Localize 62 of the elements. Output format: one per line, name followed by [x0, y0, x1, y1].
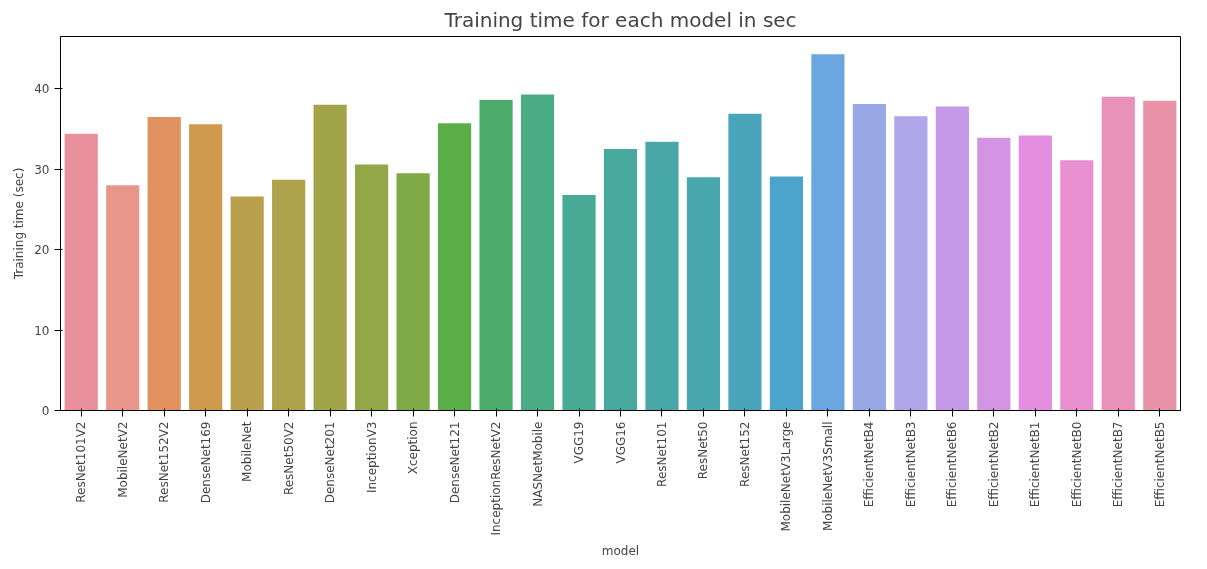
x-axis-title: model [601, 543, 640, 558]
x-tick-label: EfficientNetB4 [862, 421, 877, 508]
x-tick-label: ResNet50 [696, 421, 711, 480]
bar [230, 196, 264, 411]
x-tick-label: Xception [406, 421, 421, 475]
y-tick-label: 10 [34, 323, 50, 338]
x-tick-label: MobileNetV2 [115, 421, 130, 498]
x-tick-label: MobileNetV3Large [779, 421, 794, 532]
y-axis-title: Training time (sec) [12, 167, 27, 281]
bar [852, 104, 886, 411]
bar [106, 185, 140, 411]
bar [935, 106, 969, 411]
bar [64, 133, 98, 411]
bar [1018, 135, 1052, 411]
x-tick-label: ResNet101V2 [74, 421, 89, 503]
x-tick-label: VGG16 [613, 421, 628, 464]
x-tick-label: NASNetMobile [530, 421, 545, 507]
x-tick-label: EfficientNetB0 [1069, 421, 1084, 508]
x-tick-label: VGG19 [572, 421, 587, 464]
x-tick-label: DenseNet169 [198, 421, 213, 504]
bar [272, 179, 306, 411]
x-tick-label: DenseNet121 [447, 421, 462, 504]
x-tick-label: MobileNet [240, 421, 255, 482]
bar [894, 116, 928, 411]
x-tick-label: MobileNetV3Small [820, 421, 835, 532]
bar [977, 137, 1011, 411]
x-tick-label: ResNet50V2 [281, 421, 296, 496]
x-tick-label: EfficientNetB5 [1152, 421, 1167, 508]
x-tick-label: ResNet101 [654, 421, 669, 487]
bar [396, 173, 430, 411]
bar [811, 54, 845, 411]
x-tick-label: EfficientNetB7 [1111, 421, 1126, 508]
y-tick-label: 30 [34, 162, 50, 177]
bar [520, 94, 555, 411]
x-tick-label: EfficientNetB3 [903, 421, 918, 508]
x-tick-label: EfficientNetB1 [1028, 421, 1043, 508]
bar [645, 141, 679, 411]
bar [728, 113, 762, 411]
chart-title: Training time for each model in sec [443, 7, 797, 32]
bar [437, 123, 472, 411]
bar [355, 164, 389, 411]
bar [313, 104, 347, 411]
x-tick-label: EfficientNetB6 [945, 421, 960, 508]
bar [147, 116, 181, 411]
bar [479, 100, 513, 411]
x-tick-label: InceptionResNetV2 [489, 421, 504, 536]
x-tick-label: ResNet152 [737, 421, 752, 487]
bar [189, 124, 223, 411]
y-tick-label: 0 [41, 404, 50, 418]
bar [1143, 100, 1177, 411]
bar [686, 177, 721, 411]
bar [769, 176, 804, 411]
x-tick-label: EfficientNetB2 [986, 421, 1001, 508]
x-tick-label: DenseNet201 [323, 421, 338, 504]
y-tick-label: 20 [34, 243, 50, 258]
bar [603, 149, 638, 411]
y-tick-label: 40 [34, 82, 50, 97]
bar [1060, 160, 1094, 411]
bar [562, 194, 596, 411]
bar [1101, 96, 1135, 411]
x-tick-label: ResNet152V2 [157, 421, 172, 503]
x-tick-label: InceptionV3 [364, 421, 379, 494]
